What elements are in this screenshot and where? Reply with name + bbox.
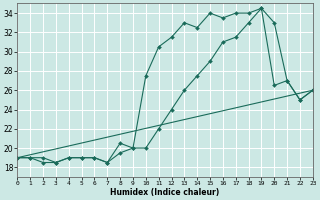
X-axis label: Humidex (Indice chaleur): Humidex (Indice chaleur) (110, 188, 220, 197)
